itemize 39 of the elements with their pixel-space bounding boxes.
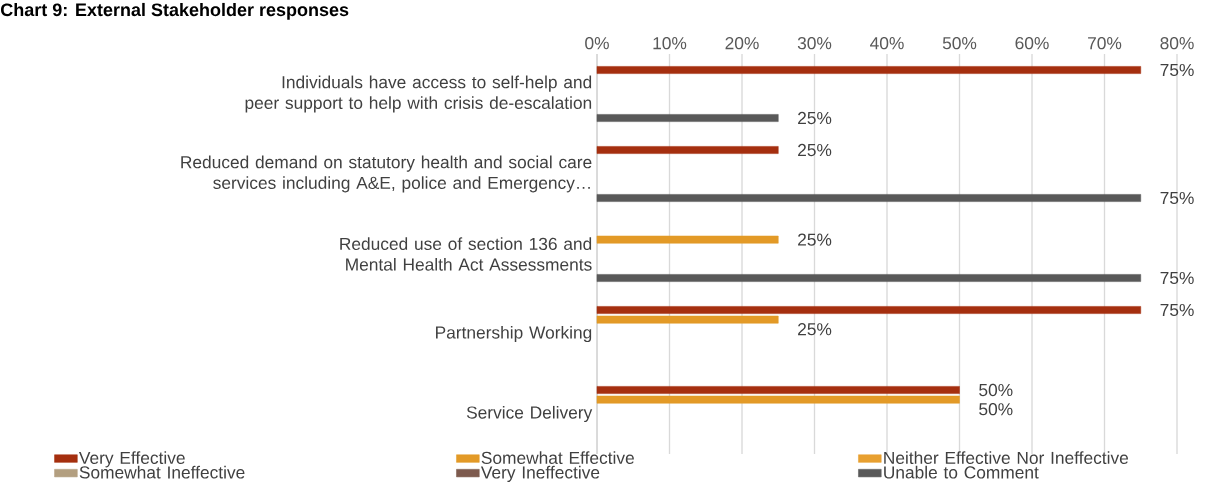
x-tick-label: 10% (653, 37, 687, 50)
x-tick-label: 50% (942, 37, 977, 50)
legend-label: Neither Effective Nor Ineffective (884, 451, 1129, 464)
x-tick-label: 70% (1088, 37, 1122, 50)
y-tick-label: Individuals have access to self-help and peer support to help with crisis de-escalation (245, 75, 592, 113)
data-label: 75% (1160, 271, 1194, 285)
x-tick-label: 20% (725, 37, 759, 50)
data-label: 75% (1160, 63, 1194, 77)
bar (596, 235, 779, 244)
bar (596, 146, 779, 154)
text: Chart 9: External Stakeholder responses (1, 2, 349, 20)
bar (596, 395, 960, 404)
bar (596, 315, 779, 324)
legend-label: Somewhat Effective (481, 451, 634, 464)
x-tick-label: 30% (797, 37, 832, 50)
y-tick-label: Partnership Working (436, 325, 592, 343)
bar (596, 386, 960, 394)
legend-label: Unable to Comment (884, 465, 1039, 479)
data-label: 25% (798, 323, 832, 336)
data-label: 25% (798, 143, 832, 157)
data-label: 75% (1160, 303, 1194, 317)
data-label: 50% (979, 403, 1013, 416)
bar (596, 66, 1142, 74)
y-tick-label: Service Delivery (466, 405, 593, 423)
data-label: 25% (798, 233, 832, 246)
legend-label: Very Ineffective (480, 465, 600, 482)
y-tick-label: Reduced demand on statutory health and social care services including A&E, police and Emergency… (181, 155, 592, 193)
x-tick-label: 60% (1015, 37, 1049, 50)
data-label: 25% (798, 111, 832, 125)
x-tick-label: 0% (585, 37, 609, 50)
bar (596, 114, 779, 122)
x-tick-label: 40% (870, 37, 904, 50)
x-tick-label: 80% (1160, 37, 1194, 50)
data-label: 50% (979, 383, 1013, 397)
bar (596, 274, 1142, 282)
bar (596, 306, 1142, 314)
y-tick-label: Reduced use of section 136 and Mental Health Act Assessments (340, 237, 592, 271)
bar (596, 194, 1142, 202)
data-label: 75% (1160, 191, 1194, 205)
